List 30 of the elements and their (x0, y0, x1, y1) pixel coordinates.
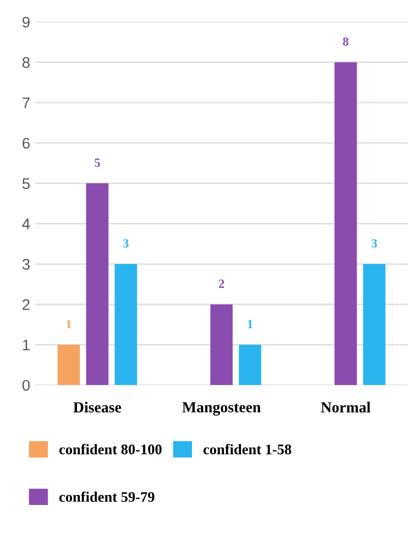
legend-label: confident 59-79 (59, 492, 154, 502)
y-tick-label: 3 (22, 258, 30, 270)
data-label: 3 (372, 239, 377, 248)
x-tick-label: Disease (73, 402, 122, 413)
bar (363, 264, 386, 386)
y-tick-label: 9 (22, 16, 30, 28)
y-tick-label: 6 (22, 138, 30, 149)
data-label: 1 (66, 320, 72, 328)
y-tick-label: 1 (23, 340, 30, 350)
data-label: 8 (342, 37, 348, 46)
bar (114, 264, 138, 386)
data-label: 1 (248, 320, 253, 328)
x-tick-label: Normal (320, 402, 370, 413)
x-tick-label: Mangosteen (182, 402, 261, 416)
y-tick-label: 0 (22, 380, 30, 391)
bar (334, 62, 357, 386)
bar (238, 344, 262, 386)
bar (86, 183, 108, 386)
y-tick-label: 5 (22, 178, 30, 189)
data-label: 2 (218, 280, 224, 288)
y-tick-label: 2 (22, 299, 30, 310)
legend-label: confident 80-100 (59, 444, 162, 454)
legend-label: confident 1-58 (203, 444, 292, 454)
bar (210, 304, 233, 386)
bar (58, 344, 80, 386)
y-tick-label: 7 (22, 98, 30, 108)
data-label: 3 (123, 239, 129, 248)
data-label: 5 (94, 158, 100, 167)
y-tick-label: 4 (22, 218, 30, 230)
y-tick-label: 8 (22, 57, 30, 68)
